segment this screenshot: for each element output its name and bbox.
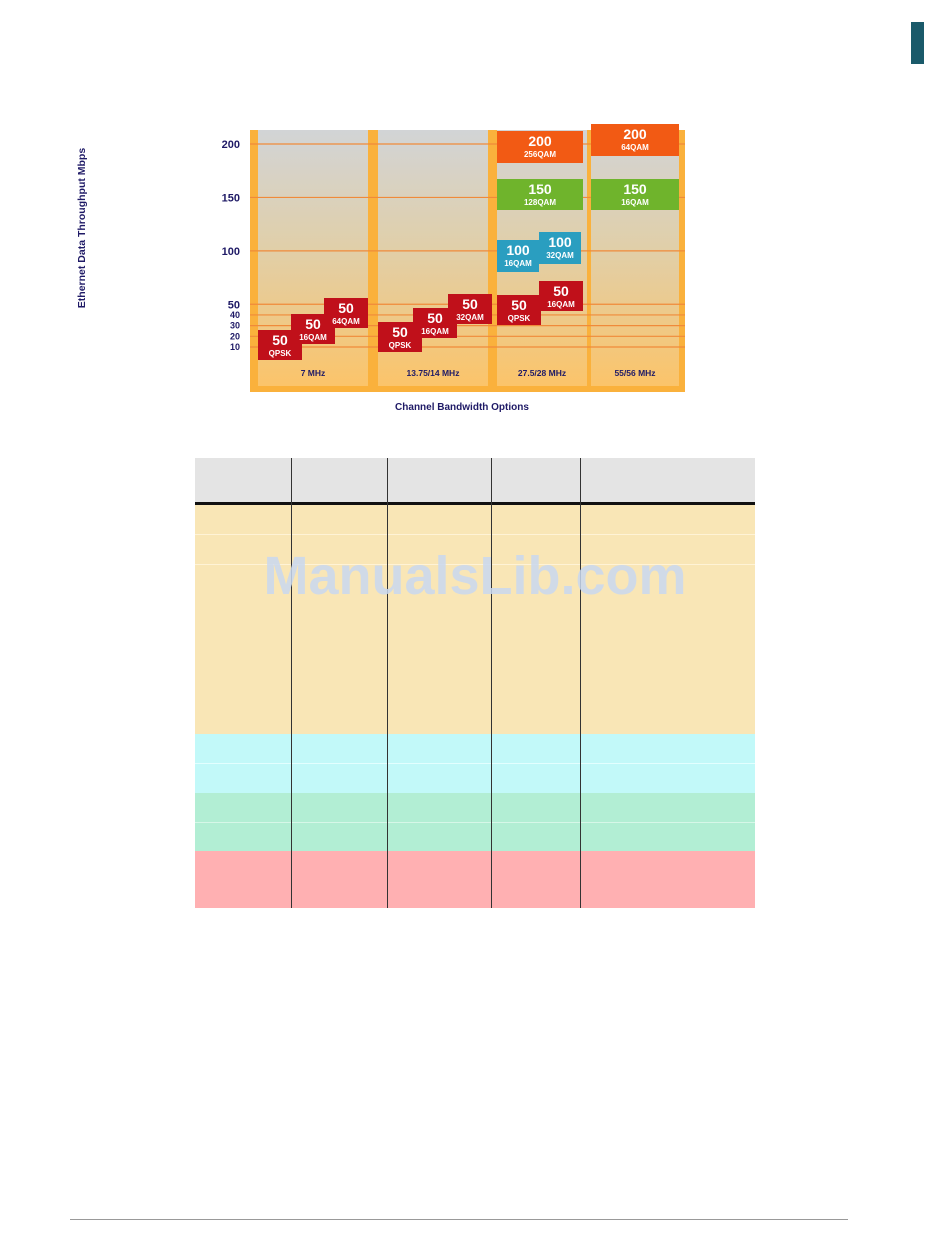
throughput-badge: [497, 131, 583, 163]
table-header-rule: [195, 502, 755, 505]
table-header-row: [195, 458, 755, 502]
badge-modulation: QPSK: [269, 349, 292, 358]
badge-modulation: 16QAM: [547, 300, 575, 309]
category-column: [591, 130, 679, 386]
x-tick-label: 13.75/14 MHz: [407, 368, 460, 378]
badge-modulation: 64QAM: [332, 317, 360, 326]
throughput-badge: [497, 240, 539, 272]
badge-value: 50: [553, 283, 569, 299]
throughput-badge: [497, 295, 541, 325]
y-tick-label: 100: [222, 246, 240, 258]
y-tick-label: 200: [222, 139, 240, 151]
footer-rule: [70, 1219, 848, 1220]
badge-value: 200: [623, 126, 647, 142]
badge-modulation: 256QAM: [524, 150, 556, 159]
badge-value: 50: [392, 324, 408, 340]
badge-modulation: QPSK: [508, 314, 531, 323]
y-tick-label: 40: [230, 310, 240, 320]
badge-modulation: 64QAM: [621, 143, 649, 152]
badge-value: 50: [305, 316, 321, 332]
badge-value: 100: [506, 242, 530, 258]
badge-value: 200: [528, 133, 552, 149]
badge-modulation: 32QAM: [456, 313, 484, 322]
badge-value: 100: [548, 234, 572, 250]
y-tick-label: 20: [230, 331, 240, 341]
badge-value: 150: [623, 181, 647, 197]
table-row: [195, 535, 755, 565]
throughput-badge: [591, 124, 679, 156]
badge-modulation: 128QAM: [524, 198, 556, 207]
badge-modulation: 16QAM: [504, 259, 532, 268]
column-divider: [387, 458, 388, 908]
badge-value: 50: [462, 296, 478, 312]
watermark-text: ManualsLib.com: [263, 546, 687, 606]
x-tick-label: 27.5/28 MHz: [518, 368, 566, 378]
throughput-badge: [497, 179, 583, 210]
throughput-badge: [539, 232, 581, 264]
data-table: [195, 458, 755, 908]
y-tick-label: 10: [230, 342, 240, 352]
y-tick-label: 50: [228, 299, 240, 311]
throughput-badge: [448, 294, 492, 324]
badge-modulation: 16QAM: [621, 198, 649, 207]
column-divider: [291, 458, 292, 908]
table-row: [195, 764, 755, 793]
table-row: [195, 823, 755, 851]
badge-value: 50: [427, 310, 443, 326]
badge-modulation: 16QAM: [421, 327, 449, 336]
page-corner-tab: [911, 22, 924, 64]
badge-value: 50: [272, 332, 288, 348]
column-divider: [491, 458, 492, 908]
table-row: [195, 734, 755, 764]
throughput-badge: [324, 298, 368, 328]
table-row: [195, 851, 755, 908]
x-axis-title: Channel Bandwidth Options: [395, 402, 529, 413]
y-tick-label: 30: [230, 321, 240, 331]
badge-value: 150: [528, 181, 552, 197]
table-row: [195, 565, 755, 734]
badge-modulation: 32QAM: [546, 251, 574, 260]
column-divider: [580, 458, 581, 908]
table-row: [195, 793, 755, 823]
y-axis-title: Ethernet Data Throughput Mbps: [76, 147, 88, 309]
badge-modulation: 16QAM: [299, 333, 327, 342]
table-row: [195, 505, 755, 535]
x-tick-label: 7 MHz: [301, 368, 326, 378]
y-tick-label: 150: [222, 192, 240, 204]
x-tick-label: 55/56 MHz: [614, 368, 655, 378]
throughput-badge: [591, 179, 679, 210]
badge-modulation: QPSK: [389, 341, 412, 350]
throughput-badge: [539, 281, 583, 311]
badge-value: 50: [511, 297, 527, 313]
badge-value: 50: [338, 300, 354, 316]
